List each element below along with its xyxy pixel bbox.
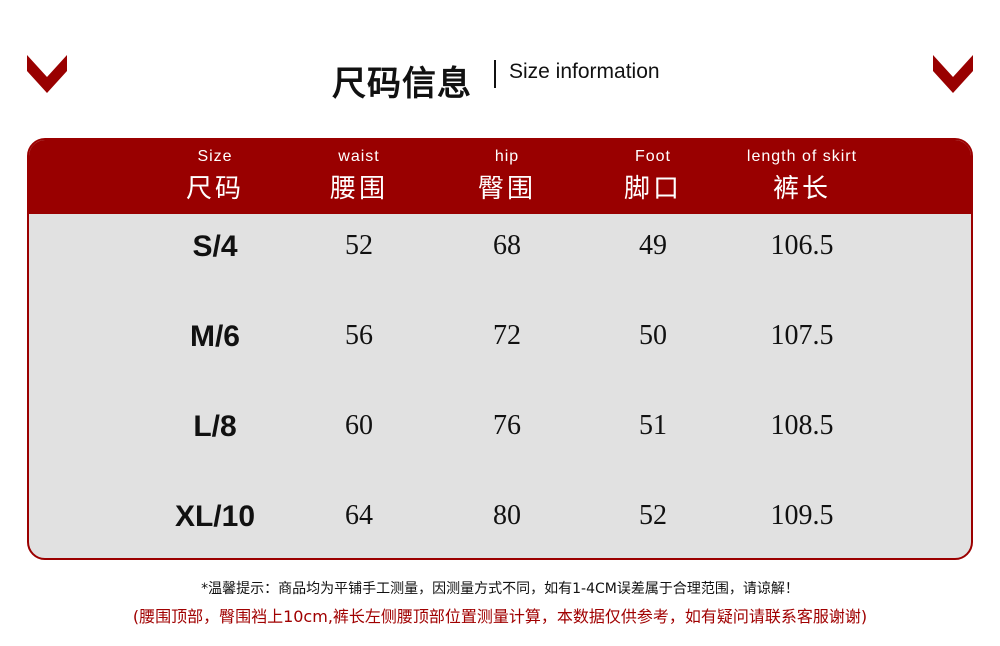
column-header-cn: 脚口 — [623, 174, 682, 204]
measurement-cell: 108.5 — [770, 410, 834, 441]
column-header-cn: 裤长 — [772, 174, 831, 204]
column-header-en: Foot — [634, 148, 671, 165]
column-header: Foot 脚口 — [573, 148, 733, 205]
column-header: length of skirt 裤长 — [722, 148, 882, 205]
size-cell: L/8 — [193, 410, 237, 443]
column-header-cn: 尺码 — [185, 174, 244, 204]
column-header-en: length of skirt — [746, 148, 858, 165]
table-header: Size 尺码 waist 腰围 hip 臀围 Foot 脚口 length of skirt 裤… — [29, 140, 971, 214]
title-chinese: 尺码信息 — [332, 64, 472, 104]
measurement-cell: 52 — [345, 230, 373, 261]
measurement-cell: 76 — [493, 410, 521, 441]
measurement-cell: 106.5 — [770, 230, 834, 261]
page-title: 尺码信息 Size information — [0, 52, 1000, 104]
column-header: hip 臀围 — [427, 148, 587, 205]
measurement-cell: 68 — [493, 230, 521, 261]
measurement-cell: 72 — [493, 320, 521, 351]
measurement-detail: (腰围顶部，臀围裆上10cm,裤长左侧腰顶部位置测量计算，本数据仅供参考，如有疑… — [132, 607, 868, 626]
measurement-cell: 109.5 — [770, 500, 834, 531]
measurement-cell: 107.5 — [770, 320, 834, 351]
column-header: waist 腰围 — [279, 148, 439, 205]
chevron-down-icon — [933, 55, 973, 93]
column-header-cn: 臀围 — [477, 174, 536, 204]
size-table: Size 尺码 waist 腰围 hip 臀围 Foot 脚口 length of skirt 裤… — [27, 138, 973, 560]
measurement-cell: 80 — [493, 500, 521, 531]
column-header-en: waist — [338, 148, 380, 165]
measurement-cell: 60 — [345, 410, 373, 441]
column-header-en: hip — [494, 148, 520, 165]
measurement-cell: 51 — [639, 410, 667, 441]
size-cell: XL/10 — [174, 500, 256, 533]
title-divider — [494, 60, 496, 88]
measurement-cell: 49 — [639, 230, 667, 261]
measurement-cell: 56 — [345, 320, 373, 351]
chevron-down-icon — [27, 55, 67, 93]
measurement-cell: 64 — [345, 500, 373, 531]
measurement-tip: *温馨提示：商品均为平铺手工测量，因测量方式不同，如有1-4CM误差属于合理范围… — [201, 581, 799, 597]
column-header-en: Size — [197, 148, 233, 165]
table-row: M/6 56 72 50 107.5 — [29, 320, 971, 360]
column-header-cn: 腰围 — [329, 174, 388, 204]
table-row: XL/10 64 80 52 109.5 — [29, 500, 971, 540]
measurement-cell: 50 — [639, 320, 667, 351]
measurement-cell: 52 — [639, 500, 667, 531]
table-row: S/4 52 68 49 106.5 — [29, 230, 971, 270]
size-cell: S/4 — [192, 230, 238, 263]
title-english: Size information — [509, 60, 660, 83]
size-cell: M/6 — [189, 320, 240, 353]
table-row: L/8 60 76 51 108.5 — [29, 410, 971, 450]
column-header: Size 尺码 — [135, 148, 295, 205]
